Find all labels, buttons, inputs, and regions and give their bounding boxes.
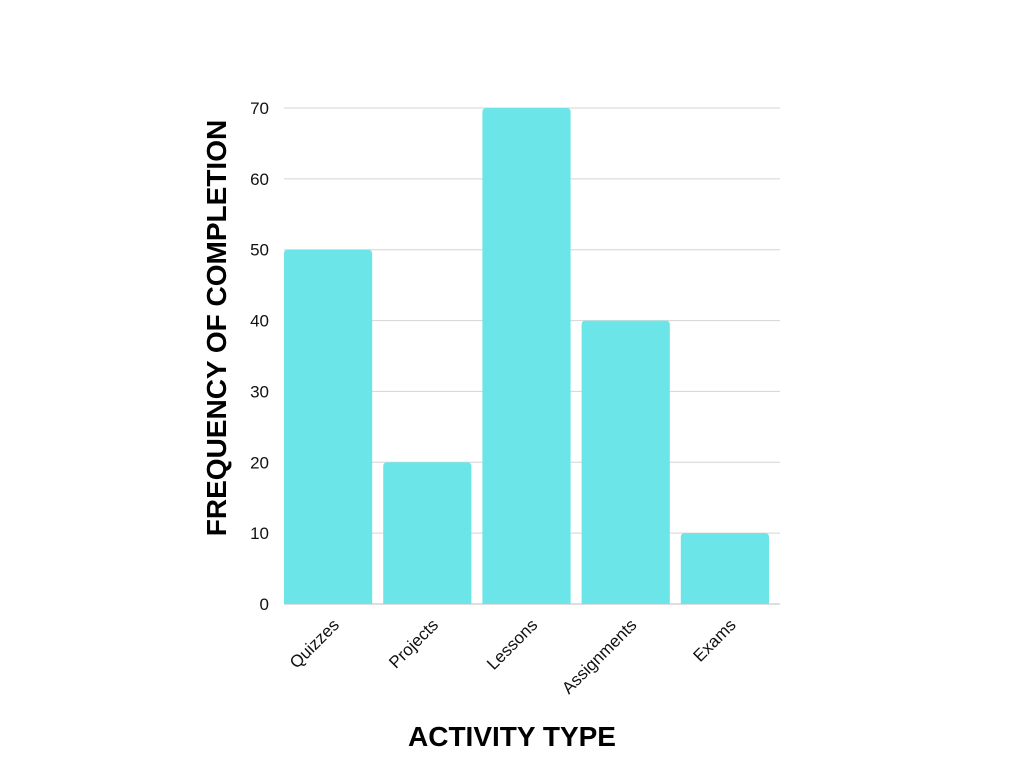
y-tick-label: 60 xyxy=(250,170,269,189)
x-category-label: Assignments xyxy=(558,615,640,697)
bar-exams xyxy=(680,533,769,604)
bar-assignments xyxy=(581,320,670,604)
x-category-label: Exams xyxy=(690,615,740,665)
x-axis-title: ACTIVITY TYPE xyxy=(408,721,616,752)
bar-projects xyxy=(383,462,472,604)
y-axis-title: FREQUENCY OF COMPLETION xyxy=(201,120,232,536)
x-category-label: Quizzes xyxy=(286,615,343,672)
x-axis-categories: Quizzes Projects Lessons Assignments Exams xyxy=(286,615,740,697)
y-tick-label: 50 xyxy=(250,241,269,260)
bar-lessons xyxy=(482,108,571,604)
y-axis-ticks: 0 10 20 30 40 50 60 70 xyxy=(250,99,269,614)
y-tick-label: 0 xyxy=(260,595,269,614)
y-tick-label: 70 xyxy=(250,99,269,118)
y-tick-label: 20 xyxy=(250,453,269,472)
y-tick-label: 10 xyxy=(250,524,269,543)
y-tick-label: 30 xyxy=(250,382,269,401)
bars xyxy=(284,108,769,604)
y-tick-label: 40 xyxy=(250,312,269,331)
x-category-label: Lessons xyxy=(483,615,541,673)
bar-quizzes xyxy=(284,249,373,604)
x-category-label: Projects xyxy=(385,615,442,672)
